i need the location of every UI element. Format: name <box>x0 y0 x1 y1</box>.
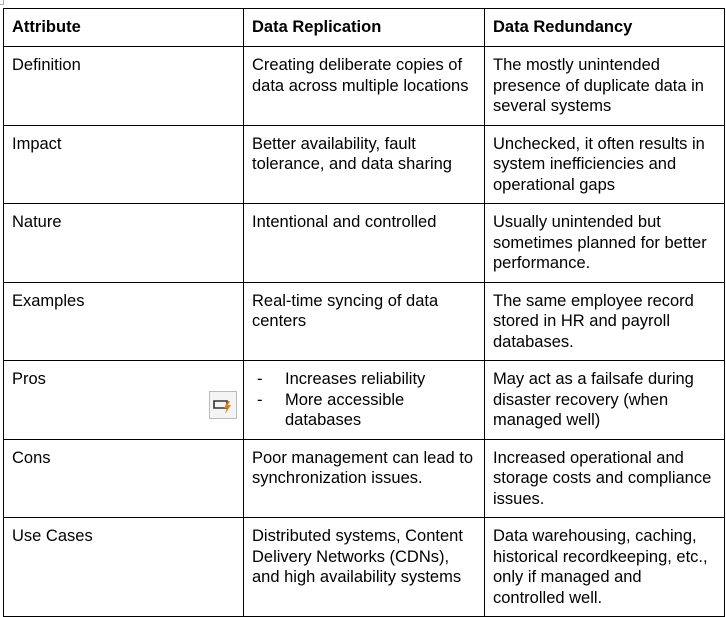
header-row: Attribute Data Replication Data Redundan… <box>3 8 725 47</box>
redundancy-cell: The same employee record stored in HR an… <box>484 281 725 361</box>
list-item: More accessible databases <box>252 390 476 431</box>
quick-action-lightning-icon[interactable] <box>209 391 237 419</box>
attribute-cell: Use Cases <box>3 517 244 617</box>
replication-cell: Intentional and controlled <box>243 203 485 283</box>
replication-cell: Increases reliability More accessible da… <box>243 360 485 440</box>
table-row: Nature Intentional and controlled Usuall… <box>3 203 725 283</box>
table-row: Use Cases Distributed systems, Content D… <box>3 517 725 617</box>
header-replication: Data Replication <box>243 8 485 47</box>
header-attribute: Attribute <box>3 8 244 47</box>
attribute-cell: Examples <box>3 281 244 361</box>
attribute-label: Pros <box>12 370 46 388</box>
table-row: Impact Better availability, fault tolera… <box>3 124 725 204</box>
attribute-cell: Nature <box>3 203 244 283</box>
header-redundancy: Data Redundancy <box>484 8 725 47</box>
table-row: Examples Real-time syncing of data cente… <box>3 281 725 361</box>
redundancy-cell: May act as a failsafe during disaster re… <box>484 360 725 440</box>
table-row: Cons Poor management can lead to synchro… <box>3 438 725 518</box>
table-row: Pros Increases reliability More accessib… <box>3 360 725 440</box>
attribute-cell: Pros <box>3 360 244 440</box>
attribute-cell: Impact <box>3 124 244 204</box>
redundancy-cell: Increased operational and storage costs … <box>484 438 725 518</box>
redundancy-cell: Usually unintended but sometimes planned… <box>484 203 725 283</box>
attribute-cell: Definition <box>3 46 244 126</box>
text-boundary-mark <box>0 0 4 5</box>
replication-cell: Better availability, fault tolerance, an… <box>243 124 485 204</box>
replication-pros-list: Increases reliability More accessible da… <box>252 369 476 431</box>
replication-cell: Real-time syncing of data centers <box>243 281 485 361</box>
attribute-cell: Cons <box>3 438 244 518</box>
replication-cell: Creating deliberate copies of data acros… <box>243 46 485 126</box>
replication-cell: Poor management can lead to synchronizat… <box>243 438 485 518</box>
table-row: Definition Creating deliberate copies of… <box>3 46 725 126</box>
redundancy-cell: Data warehousing, caching, historical re… <box>484 517 725 617</box>
comparison-table: Attribute Data Replication Data Redundan… <box>3 8 725 617</box>
redundancy-cell: Unchecked, it often results in system in… <box>484 124 725 204</box>
replication-cell: Distributed systems, Content Delivery Ne… <box>243 517 485 617</box>
list-item: Increases reliability <box>252 369 476 390</box>
redundancy-cell: The mostly unintended presence of duplic… <box>484 46 725 126</box>
